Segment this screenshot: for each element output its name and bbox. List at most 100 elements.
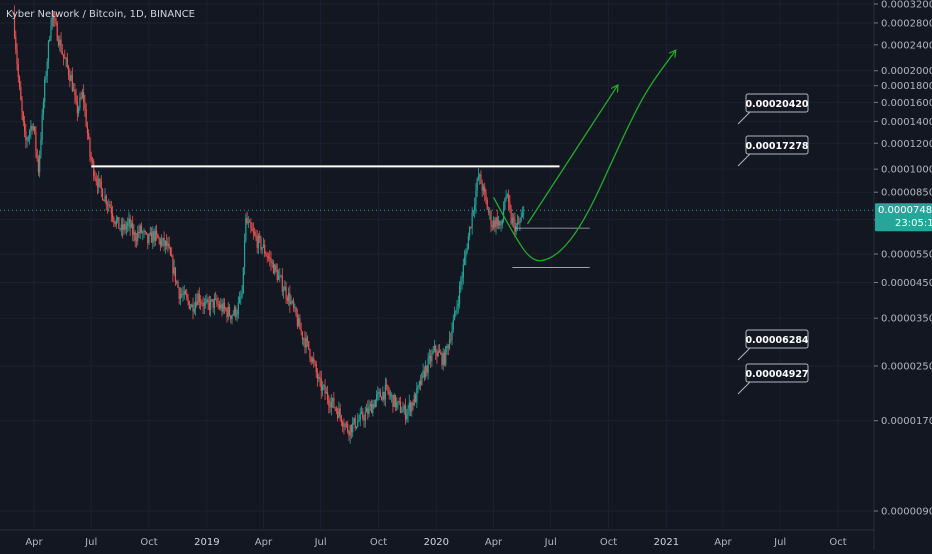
- candle: [353, 417, 355, 425]
- candle: [295, 306, 297, 318]
- price-label-callout[interactable]: 0.00017278: [737, 135, 809, 167]
- candle: [188, 300, 190, 310]
- candle: [357, 413, 359, 428]
- x-tick-label: Oct: [600, 537, 617, 548]
- candle: [250, 218, 252, 234]
- candle: [452, 314, 454, 333]
- candle: [326, 385, 329, 405]
- candle: [179, 287, 182, 306]
- projection-path[interactable]: [492, 51, 676, 262]
- candle: [399, 396, 402, 414]
- price-label-callout[interactable]: 0.00020420: [737, 93, 809, 125]
- candle: [111, 205, 114, 223]
- candle: [62, 54, 65, 66]
- candle: [186, 288, 188, 301]
- candle: [138, 224, 140, 239]
- candle: [52, 12, 55, 27]
- candle: [192, 297, 194, 320]
- candle: [71, 67, 73, 93]
- candle: [75, 88, 77, 106]
- candle: [249, 219, 251, 223]
- candle: [387, 384, 389, 395]
- candle: [389, 389, 392, 400]
- candle: [373, 399, 375, 409]
- candle: [456, 299, 458, 315]
- candle: [26, 136, 28, 148]
- candle: [480, 170, 482, 185]
- candle: [423, 366, 425, 382]
- candle: [74, 83, 76, 104]
- candle: [372, 399, 374, 417]
- candle: [331, 397, 334, 408]
- candle: [445, 345, 447, 367]
- candle: [65, 56, 67, 68]
- candle: [177, 279, 179, 289]
- candle: [296, 308, 298, 330]
- x-tick-label: Apr: [714, 537, 732, 548]
- candle: [127, 217, 129, 233]
- candle: [308, 341, 310, 351]
- candle: [323, 383, 325, 391]
- candle: [320, 370, 322, 399]
- candle: [422, 363, 424, 379]
- candle: [213, 293, 216, 316]
- candle: [70, 70, 72, 82]
- candle: [279, 267, 281, 283]
- candle: [328, 394, 330, 414]
- candle: [225, 307, 227, 312]
- candle: [448, 331, 451, 351]
- candle: [277, 269, 280, 281]
- candle: [412, 399, 414, 411]
- candle: [57, 35, 60, 48]
- projection-path[interactable]: [526, 86, 618, 225]
- candle: [432, 345, 434, 355]
- candle: [324, 378, 326, 401]
- candle: [207, 296, 209, 311]
- candle: [134, 230, 136, 248]
- candle: [13, 5, 16, 40]
- candle: [49, 35, 51, 43]
- candle: [119, 227, 121, 232]
- price-label-callout[interactable]: 0.00004927: [737, 363, 809, 395]
- candle: [349, 424, 351, 444]
- candle: [510, 204, 512, 226]
- candle: [414, 392, 417, 403]
- candle: [110, 200, 112, 222]
- candle: [45, 71, 47, 83]
- candle: [108, 198, 110, 212]
- candle: [419, 374, 422, 391]
- candle: [94, 170, 96, 181]
- x-tick-label: 2019: [194, 537, 219, 548]
- candle: [481, 179, 483, 198]
- candle: [206, 293, 208, 305]
- candle: [64, 49, 66, 59]
- candle: [205, 295, 207, 309]
- candle: [482, 183, 485, 196]
- candle: [120, 217, 122, 237]
- candle: [16, 43, 18, 71]
- candle: [311, 356, 314, 364]
- candle: [261, 247, 263, 255]
- candle: [464, 249, 466, 266]
- candle: [397, 400, 399, 410]
- x-tick-label: Apr: [255, 537, 273, 548]
- candle: [407, 405, 409, 423]
- candle: [242, 266, 244, 295]
- candle: [286, 295, 288, 304]
- candle: [340, 414, 342, 427]
- candle: [358, 414, 360, 423]
- candle: [430, 350, 432, 368]
- price-label-callout[interactable]: 0.00006284: [737, 329, 809, 361]
- candle: [212, 299, 214, 313]
- candle: [457, 295, 459, 314]
- candle: [32, 123, 34, 132]
- candle: [28, 129, 31, 145]
- candle: [232, 310, 234, 317]
- candle: [466, 243, 468, 255]
- x-tick-label: 2020: [424, 537, 449, 548]
- candle: [56, 21, 58, 42]
- candle: [511, 212, 513, 227]
